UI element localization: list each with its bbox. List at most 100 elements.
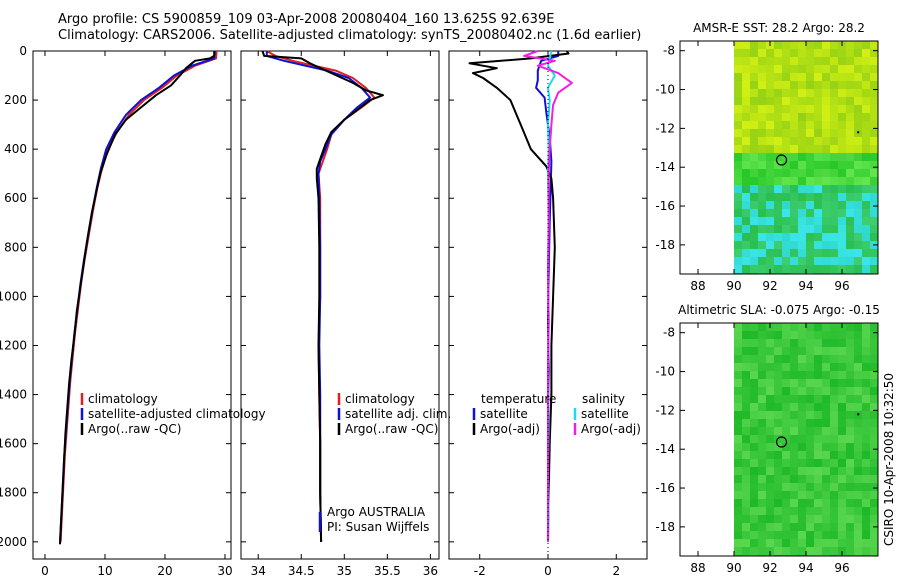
- map-cell: [806, 233, 814, 241]
- map-cell: [822, 443, 830, 451]
- map-cell: [806, 411, 814, 419]
- map-cell: [734, 531, 742, 539]
- map-cell: [814, 129, 822, 137]
- map-cell: [790, 491, 798, 499]
- map-cell: [814, 491, 822, 499]
- map-cell: [830, 241, 838, 249]
- y-tick-label: 800: [4, 240, 27, 254]
- map-cell: [838, 97, 846, 105]
- map-cell: [774, 225, 782, 233]
- map-cell: [758, 531, 766, 539]
- map-cell: [766, 97, 774, 105]
- map-cell: [758, 339, 766, 347]
- map-cell: [782, 217, 790, 225]
- map-cell: [854, 241, 862, 249]
- map-cell: [822, 193, 830, 201]
- map-cell: [782, 499, 790, 507]
- map-cell: [790, 113, 798, 121]
- map-cell: [782, 547, 790, 555]
- map-cell: [742, 483, 750, 491]
- map-cell: [766, 523, 774, 531]
- map-cell: [862, 363, 870, 371]
- map-cell: [798, 531, 806, 539]
- map-cell: [846, 137, 854, 145]
- series-line: [59, 51, 216, 545]
- map-cell: [782, 129, 790, 137]
- map-cell: [830, 323, 838, 331]
- map-cell: [750, 347, 758, 355]
- map-cell: [806, 523, 814, 531]
- map-cell: [806, 193, 814, 201]
- map-cell: [822, 265, 830, 273]
- map-cell: [814, 185, 822, 193]
- map-cell: [790, 363, 798, 371]
- x-tick-label: 88: [690, 561, 705, 575]
- map-cell: [854, 547, 862, 555]
- map-cell: [846, 411, 854, 419]
- map-cell: [814, 339, 822, 347]
- map-cell: [854, 161, 862, 169]
- map-cell: [774, 323, 782, 331]
- map-cell: [846, 371, 854, 379]
- map-cell: [862, 225, 870, 233]
- map-cell: [766, 483, 774, 491]
- map-cell: [806, 355, 814, 363]
- map-cell: [774, 379, 782, 387]
- map-cell: [734, 371, 742, 379]
- profile-marker: [775, 154, 788, 166]
- map-cell: [870, 209, 878, 217]
- map-cell: [806, 249, 814, 257]
- map-cell: [798, 403, 806, 411]
- map-cell: [862, 451, 870, 459]
- map-cell: [750, 419, 758, 427]
- map-cell: [758, 177, 766, 185]
- map-cell: [822, 209, 830, 217]
- map-cell: [838, 467, 846, 475]
- map-cell: [830, 459, 838, 467]
- map-cell: [774, 403, 782, 411]
- x-tick-label: 34.5: [288, 564, 315, 578]
- map-cell: [798, 241, 806, 249]
- map-cell: [734, 265, 742, 273]
- map-cell: [830, 169, 838, 177]
- y-tick-label: 400: [4, 142, 27, 156]
- map-cell: [854, 209, 862, 217]
- map-cell: [854, 515, 862, 523]
- map-cell: [766, 217, 774, 225]
- map-cells: [734, 41, 878, 274]
- map-cell: [742, 323, 750, 331]
- map-cell: [862, 209, 870, 217]
- map-cell: [814, 419, 822, 427]
- map-cell: [790, 451, 798, 459]
- map-cell: [742, 153, 750, 161]
- map-cell: [814, 403, 822, 411]
- map-cell: [758, 65, 766, 73]
- map-cell: [838, 499, 846, 507]
- map-cell: [862, 339, 870, 347]
- map-cell: [766, 113, 774, 121]
- map-cell: [734, 491, 742, 499]
- map-cell: [750, 507, 758, 515]
- map-cell: [790, 323, 798, 331]
- map-cell: [766, 539, 774, 547]
- map-cell: [774, 41, 782, 49]
- map-cell: [854, 137, 862, 145]
- map-cell: [806, 395, 814, 403]
- map-cell: [854, 249, 862, 257]
- map-cell: [854, 217, 862, 225]
- map-cell: [758, 161, 766, 169]
- map-cell: [734, 193, 742, 201]
- map-cell: [814, 41, 822, 49]
- map-cell: [870, 371, 878, 379]
- map-cell: [798, 257, 806, 265]
- map-cell: [806, 539, 814, 547]
- map-cell: [758, 233, 766, 241]
- legend-label-sal-argo: Argo(-adj): [581, 422, 641, 436]
- map-cell: [814, 249, 822, 257]
- map-cell: [854, 499, 862, 507]
- map-cell: [782, 347, 790, 355]
- map-cell: [798, 89, 806, 97]
- map-cell: [846, 515, 854, 523]
- map-cell: [750, 169, 758, 177]
